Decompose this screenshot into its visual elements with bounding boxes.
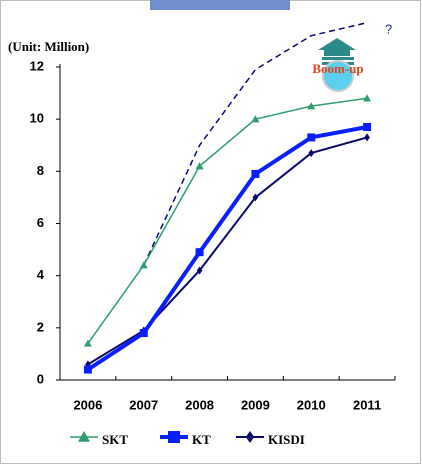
y-tick-label: 8 xyxy=(37,163,44,178)
marker xyxy=(196,266,203,275)
x-tick-label: 2010 xyxy=(297,397,326,412)
unit-label: (Unit: Million) xyxy=(8,39,89,54)
y-tick-label: 2 xyxy=(37,319,44,334)
question-mark: ? xyxy=(385,21,392,36)
y-tick-label: 4 xyxy=(37,267,45,282)
marker xyxy=(83,365,92,374)
marker xyxy=(308,149,315,158)
banner xyxy=(150,0,290,10)
series-line xyxy=(87,97,368,344)
legend-marker xyxy=(245,431,255,443)
projection-line xyxy=(143,21,368,266)
y-tick-label: 10 xyxy=(30,111,44,126)
y-tick-label: 0 xyxy=(37,371,44,386)
x-tick-label: 2008 xyxy=(185,397,214,412)
marker xyxy=(83,339,92,347)
x-tick-label: 2009 xyxy=(241,397,270,412)
marker xyxy=(364,133,370,142)
series-line xyxy=(87,136,368,366)
x-tick-label: 2011 xyxy=(353,397,381,412)
marker xyxy=(139,329,148,338)
legend-marker xyxy=(78,431,90,442)
legend-marker xyxy=(168,431,180,443)
marker xyxy=(251,115,260,123)
marker xyxy=(195,162,204,170)
boom-label: Boom-up xyxy=(312,61,363,76)
marker xyxy=(363,94,372,102)
marker xyxy=(252,193,259,202)
marker xyxy=(251,169,260,178)
legend-label: KISDI xyxy=(268,432,305,447)
y-tick-label: 6 xyxy=(37,215,44,230)
legend-label: KT xyxy=(192,432,211,447)
marker xyxy=(195,248,204,257)
marker xyxy=(363,122,372,131)
marker xyxy=(307,133,316,142)
legend-label: SKT xyxy=(102,432,128,447)
marker xyxy=(139,261,148,269)
x-tick-label: 2007 xyxy=(129,397,158,412)
x-tick-label: 2006 xyxy=(73,397,102,412)
y-tick-label: 12 xyxy=(30,58,44,73)
series-line xyxy=(86,125,368,372)
marker xyxy=(307,102,316,110)
boom-icon xyxy=(318,38,356,92)
